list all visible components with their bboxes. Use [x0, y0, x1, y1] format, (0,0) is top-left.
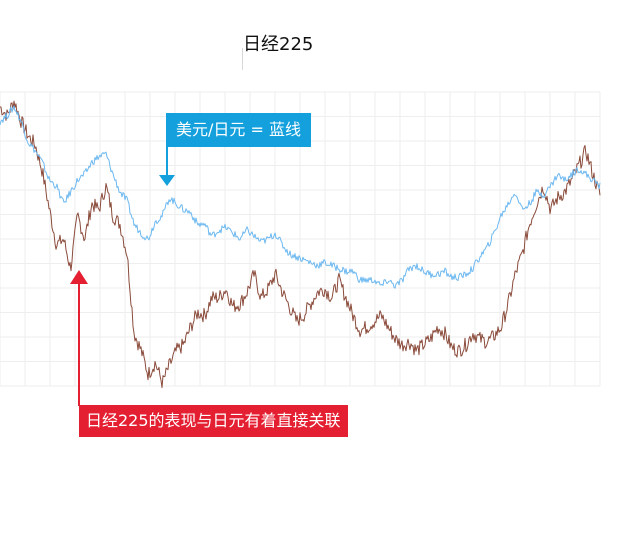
red-arrow-head — [70, 270, 88, 284]
chart-grid — [0, 91, 601, 387]
callout-arrows — [70, 147, 175, 406]
chart-title: 日经225 — [243, 34, 314, 55]
title-divider — [242, 48, 243, 70]
usdjpy-callout: 美元/日元 = 蓝线 — [166, 113, 311, 147]
blue-arrow-head — [159, 175, 175, 186]
chart-series — [0, 100, 601, 389]
nikkei225-line — [0, 100, 601, 389]
correlation-callout: 日经225的表现与日元有着直接关联 — [79, 405, 348, 437]
usdjpy-line — [0, 105, 601, 289]
